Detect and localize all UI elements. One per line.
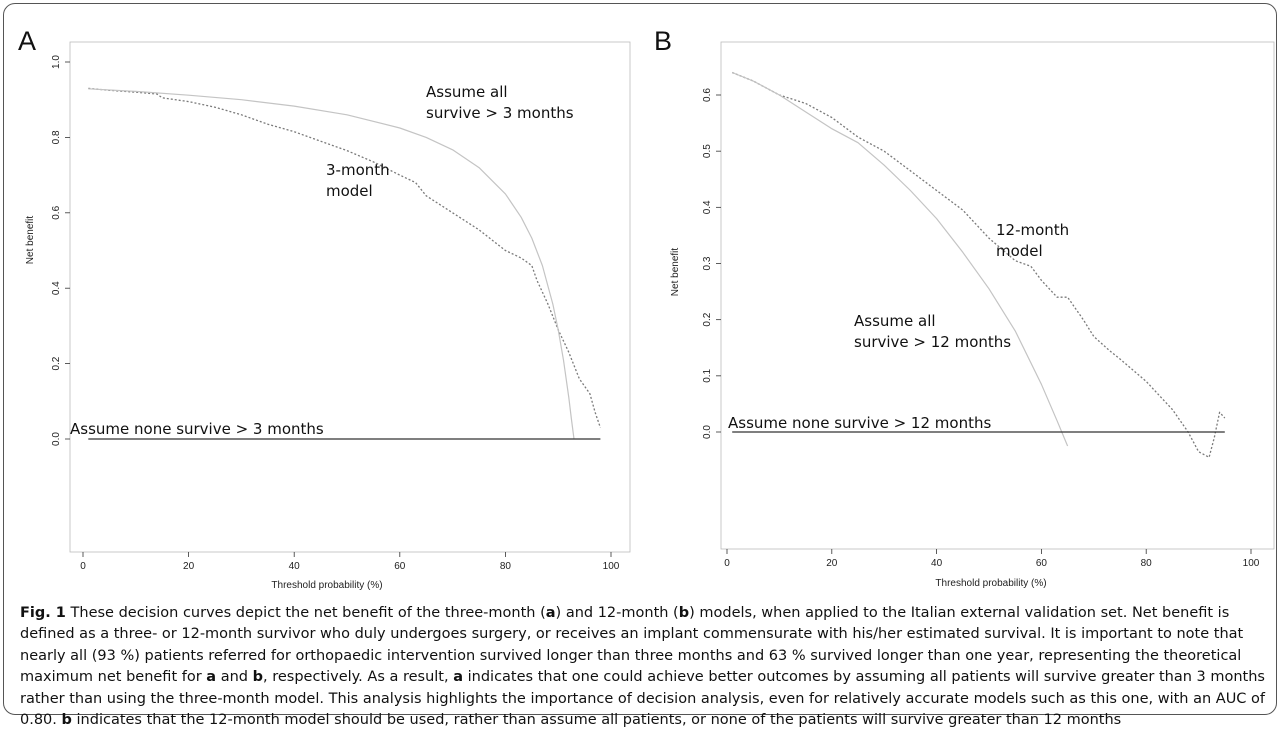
y-tick-label: 0.6 (702, 88, 713, 102)
panel-a-annotation-all-line2: survive > 3 months (426, 104, 574, 122)
caption-fig-label: Fig. 1 (20, 605, 66, 621)
panel-a-ylabel: Net benefit (25, 216, 36, 265)
x-tick-label: 20 (826, 558, 838, 569)
panel-b-xlabel: Threshold probability (%) (935, 578, 1046, 589)
x-tick-label: 100 (1243, 558, 1260, 569)
series-12-month-model (731, 71, 1226, 458)
caption-segment: a (545, 605, 556, 621)
panel-a-plot: 0 20 40 60 80 100 0.0 0.2 0.4 0.6 0.8 1.0 (51, 41, 631, 572)
y-tick-label: 0.6 (51, 205, 62, 219)
caption-segment: b (678, 605, 690, 621)
panel-a-annotation-model-line2: model (326, 182, 373, 200)
panel-a-annotation-all-line1: Assume all (426, 83, 508, 101)
x-tick-label: 80 (500, 561, 512, 572)
figure-frame (3, 3, 1277, 715)
x-tick-label: 0 (80, 561, 86, 572)
panel-b-annotation-none: Assume none survive > 12 months (728, 414, 991, 432)
panel-b-annotation-all-line2: survive > 12 months (854, 333, 1011, 351)
panel-b-annotation-model-line2: model (996, 242, 1043, 260)
caption-segment: indicates that the 12-month model should… (71, 712, 1122, 729)
panel-a-chart: A 0 20 40 60 80 100 0.0 0.2 0.4 0.6 0.8 1.0 Assume … (18, 26, 631, 591)
y-tick-label: 0.2 (51, 356, 62, 370)
panel-b-annotation-all: Assume all survive > 12 months (854, 312, 1011, 351)
panel-a-xlabel: Threshold probability (%) (271, 580, 382, 591)
panel-b-letter: B (654, 26, 672, 56)
caption-segment: These decision curves depict the net ben… (65, 605, 546, 621)
y-tick-label: 0.5 (702, 144, 713, 158)
panel-a-annotation-all: Assume all survive > 3 months (426, 83, 574, 122)
y-tick-label: 0.1 (702, 368, 713, 382)
y-tick-label: 1.0 (51, 55, 62, 69)
panel-b-chart: B 0 20 40 60 80 100 0.0 0.1 0.2 0.3 0.4 0.5 0.6 12-m… (654, 26, 1275, 589)
figure-caption: Fig. 1 These decision curves depict the … (20, 603, 1268, 731)
caption-segment: and (216, 669, 253, 686)
x-tick-label: 100 (603, 561, 620, 572)
y-tick-label: 0.2 (702, 312, 713, 326)
caption-segment: b (61, 712, 72, 729)
x-tick-label: 60 (394, 561, 406, 572)
caption-segment: ) models, when applied to the Italian ex… (20, 605, 1244, 686)
caption-segment: b (252, 669, 263, 686)
caption-segment: indicates that one could achieve better … (20, 669, 1266, 729)
caption-segment: a (206, 669, 217, 686)
series-assume-all-survive-12-months (731, 71, 1069, 447)
panel-b-plot: 0 20 40 60 80 100 0.0 0.1 0.2 0.3 0.4 0.5 0.6 (702, 41, 1275, 569)
caption-text: These decision curves depict the net ben… (20, 605, 1265, 728)
panel-a-annotation-model: 3-month model (326, 161, 394, 200)
y-tick-label: 0.4 (51, 281, 62, 295)
caption-segment: a (453, 669, 464, 686)
y-tick-label: 0.3 (702, 256, 713, 270)
x-tick-label: 60 (1036, 558, 1048, 569)
x-tick-label: 40 (289, 561, 301, 572)
series-3-month-model (88, 87, 602, 428)
panel-a-annotation-none: Assume none survive > 3 months (70, 420, 324, 438)
panel-b-annotation-model-line1: 12-month (996, 221, 1069, 239)
panel-b-annotation-model: 12-month model (996, 221, 1074, 260)
x-tick-label: 0 (724, 558, 730, 569)
y-tick-label: 0.0 (702, 425, 713, 439)
panel-a-letter: A (18, 26, 36, 56)
x-tick-label: 40 (931, 558, 943, 569)
x-tick-label: 80 (1141, 558, 1153, 569)
caption-segment: , respectively. As a result, (262, 669, 454, 686)
plot-box (720, 41, 1275, 550)
panel-b-annotation-all-line1: Assume all (854, 312, 936, 330)
plot-box (69, 41, 631, 553)
series-assume-all-survive-3-months (88, 88, 575, 440)
panel-a-annotation-model-line1: 3-month (326, 161, 390, 179)
panel-b-ylabel: Net benefit (670, 248, 681, 297)
y-tick-label: 0.0 (51, 432, 62, 446)
caption-segment: ) and 12-month ( (555, 605, 679, 621)
x-tick-label: 20 (183, 561, 195, 572)
y-tick-label: 0.4 (702, 200, 713, 214)
y-tick-label: 0.8 (51, 130, 62, 144)
